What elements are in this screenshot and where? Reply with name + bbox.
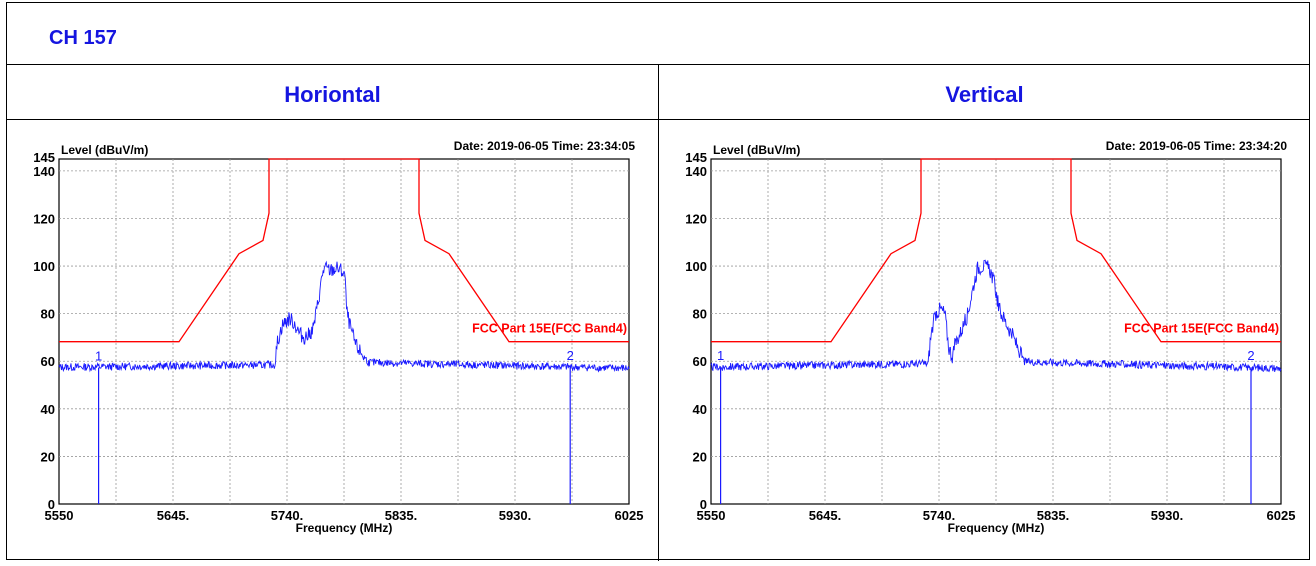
x-tick-label: 5930. [1151, 508, 1184, 523]
y-tick-label: 40 [693, 402, 707, 417]
marker-label: 2 [1247, 348, 1254, 363]
vertical-column-title: Vertical [945, 82, 1024, 107]
y-tick-label: 0 [48, 497, 55, 512]
y-axis-label: Level (dBuV/m) [713, 143, 800, 157]
x-tick-label: 5740. [923, 508, 956, 523]
horizontal-panel: 0 20 40 60 80 100 120 140 145 5550 5645. 5740. 5835.… [7, 121, 657, 561]
measurement-trace [710, 259, 1282, 373]
x-axis-label: Frequency (MHz) [296, 521, 393, 535]
y-tick-label: 80 [41, 307, 55, 322]
x-tick-label: 5550 [697, 508, 726, 523]
y-tick-label: 100 [685, 259, 707, 274]
x-axis-label: Frequency (MHz) [948, 521, 1045, 535]
y-tick-label: 120 [33, 211, 55, 226]
y-tick-label: 0 [700, 497, 707, 512]
limit-line-label: FCC Part 15E(FCC Band4) [472, 322, 627, 336]
y-tick-label: 60 [693, 354, 707, 369]
x-tick-label: 5930. [499, 508, 532, 523]
y-tick-label: 145 [685, 150, 707, 165]
y-axis-label: Level (dBuV/m) [61, 143, 148, 157]
y-tick-label: 20 [41, 449, 55, 464]
y-tick-label: 120 [685, 211, 707, 226]
horizontal-column-title: Horiontal [284, 82, 381, 107]
column-divider [658, 65, 659, 561]
x-tick-label: 5550 [45, 508, 74, 523]
marker-label: 1 [95, 349, 102, 364]
x-tick-label: 6025 [615, 508, 644, 523]
vertical-panel: 0 20 40 60 80 100 120 140 145 5550 5645. 5740. 5835.… [659, 121, 1309, 561]
y-tick-label: 60 [41, 354, 55, 369]
y-tick-label: 140 [33, 164, 55, 179]
y-tick-label: 40 [41, 402, 55, 417]
limit-line [711, 158, 1281, 343]
limit-line [59, 158, 629, 343]
y-tick-label: 100 [33, 259, 55, 274]
x-tick-label: 5835. [385, 508, 418, 523]
x-tick-label: 5740. [271, 508, 304, 523]
x-tick-label: 5835. [1037, 508, 1070, 523]
date-time-stamp: Date: 2019-06-05 Time: 23:34:05 [454, 139, 636, 153]
x-tick-label: 6025 [1267, 508, 1296, 523]
y-tick-label: 20 [693, 449, 707, 464]
x-tick-label: 5645. [809, 508, 842, 523]
test-report-table: CH 157 Horiontal Vertical 0 20 40 60 80 100 12… [6, 2, 1310, 561]
limit-line-label: FCC Part 15E(FCC Band4) [1124, 322, 1279, 336]
y-tick-label: 80 [693, 307, 707, 322]
measurement-trace [58, 260, 630, 373]
y-tick-label: 145 [33, 150, 55, 165]
marker-label: 1 [717, 348, 724, 363]
channel-title: CH 157 [49, 27, 117, 49]
y-tick-label: 140 [685, 164, 707, 179]
date-time-stamp: Date: 2019-06-05 Time: 23:34:20 [1106, 139, 1288, 153]
x-tick-label: 5645. [157, 508, 190, 523]
channel-row: CH 157 [7, 3, 1309, 65]
marker-label: 2 [567, 348, 574, 363]
